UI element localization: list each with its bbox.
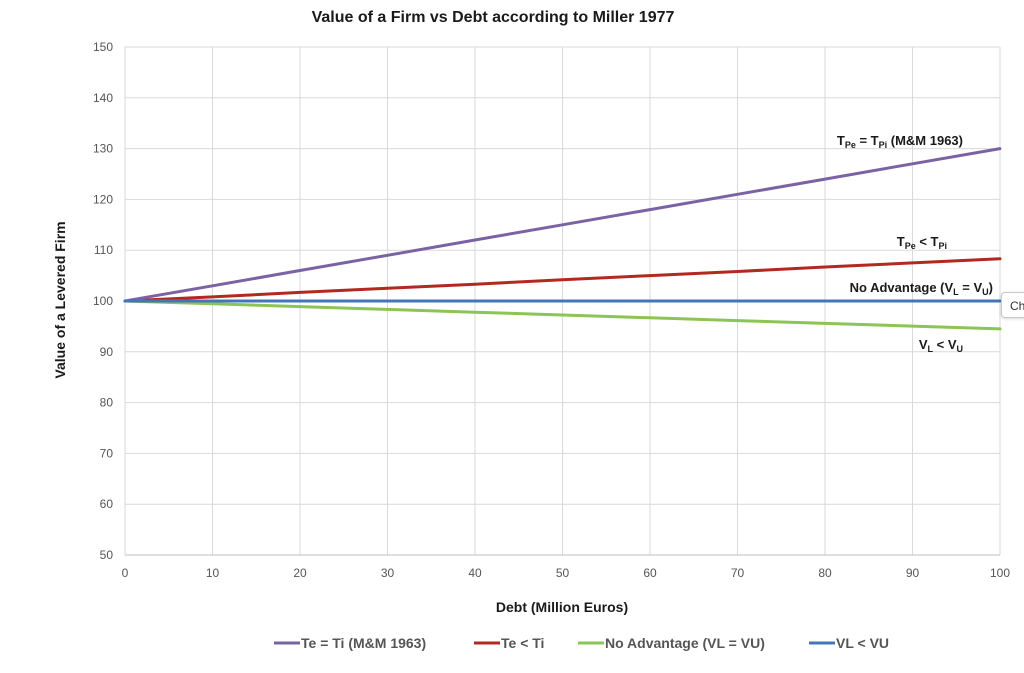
y-tick-label: 60 [100,497,114,511]
series-line-1 [123,147,1002,303]
x-tick-label: 100 [990,566,1010,580]
legend: Te = Ti (M&M 1963) Te < Ti No Advantage (V… [274,635,889,651]
legend-label: Te = Ti (M&M 1963) [301,635,426,651]
y-tick-label: 130 [93,142,113,156]
legend-label: VL < VU [836,635,889,651]
x-tick-label: 90 [906,566,920,580]
y-axis-title: Value of a Levered Firm [52,221,68,378]
legend-label: Te < Ti [501,635,544,651]
y-tick-label: 50 [100,548,114,562]
x-tick-label: 10 [206,566,220,580]
annotation-less: TPe < TPi [897,234,947,251]
x-tick-labels: 0 10 20 30 40 50 60 70 80 90 100 [122,566,1011,580]
x-axis-title: Debt (Million Euros) [496,599,628,615]
chart-side-tab[interactable]: Ch [1001,292,1024,318]
annotation-noadv: No Advantage (VL = VU) [850,280,993,297]
y-tick-label: 140 [93,91,113,105]
x-tick-label: 50 [556,566,570,580]
y-tick-label: 80 [100,396,114,410]
y-tick-label: 70 [100,446,114,460]
x-tick-label: 70 [731,566,745,580]
y-tick-label: 100 [93,294,113,308]
series-line-3 [123,299,1002,331]
series-line-2 [123,257,1002,303]
x-tick-label: 80 [818,566,832,580]
y-tick-label: 110 [94,243,113,257]
x-tick-label: 40 [468,566,482,580]
y-tick-label: 150 [93,40,113,54]
annotation-vlvu: VL < VU [919,337,963,354]
x-tick-label: 30 [381,566,395,580]
chart-title: Value of a Firm vs Debt according to Mil… [312,9,675,26]
y-tick-label: 90 [100,345,114,359]
annotations: TPe = TPi (M&M 1963) TPe < TPi No Advantag… [837,133,993,354]
x-tick-label: 20 [293,566,307,580]
y-tick-labels: 50 60 70 80 90 100 110 120 130 140 150 [93,40,113,562]
series-lines [123,147,1002,331]
legend-label: No Advantage (VL = VU) [605,635,765,651]
annotation-mm: TPe = TPi (M&M 1963) [837,133,963,150]
y-tick-label: 120 [93,192,113,206]
x-tick-label: 60 [643,566,657,580]
x-tick-label: 0 [122,566,129,580]
